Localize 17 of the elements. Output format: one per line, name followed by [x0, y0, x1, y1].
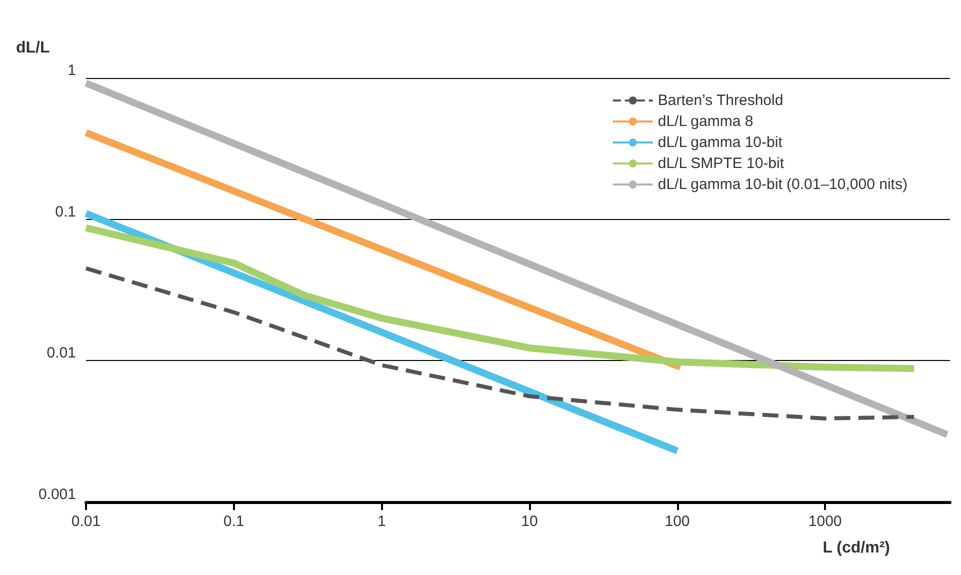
legend-label: dL/L gamma 10-bit: [658, 134, 784, 151]
y-tick-label: 0.1: [55, 203, 76, 220]
legend-label: dL/L SMPTE 10-bit: [658, 155, 785, 172]
x-tick-label: 100: [664, 513, 690, 530]
x-tick-label: 0.01: [71, 513, 101, 530]
y-tick-label: 0.01: [46, 344, 76, 362]
legend-label: dL/L gamma 10-bit (0.01–10,000 nits): [658, 176, 908, 193]
x-tick-label: 0.1: [223, 513, 244, 530]
x-axis-title: L (cd/m²): [822, 540, 890, 556]
x-tick-label: 1: [377, 513, 386, 530]
y-tick-label: 0.001: [38, 486, 76, 503]
legend-label: dL/L gamma 8: [658, 113, 754, 130]
x-tick-label: 10: [521, 513, 538, 530]
x-tick-label: 1000: [808, 513, 842, 530]
y-tick-label: 1: [68, 62, 76, 79]
legend-label: Barten’s Threshold: [658, 92, 784, 109]
y-axis-title: dL/L: [16, 40, 50, 56]
